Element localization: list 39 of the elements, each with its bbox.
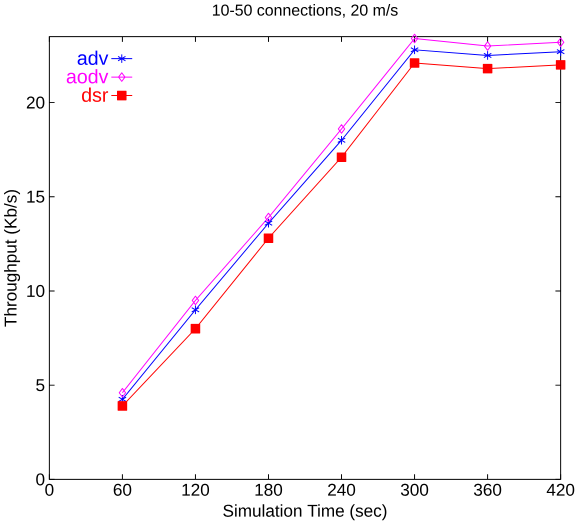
point: [118, 401, 128, 411]
chart-title: 10-50 connections, 20 m/s: [212, 4, 398, 18]
x-tick-label: 360: [474, 484, 502, 496]
point: [482, 64, 492, 74]
x-tick-label: 420: [546, 484, 574, 496]
legend-label: dsr: [82, 87, 108, 102]
y-tick-label: 5: [36, 379, 44, 392]
y-tick-label: 0: [36, 473, 44, 486]
y-tick-label: 10: [27, 284, 44, 297]
x-tick-label: 0: [45, 484, 54, 496]
y-tick-label: 15: [27, 190, 44, 203]
point: [410, 44, 419, 54]
point: [190, 324, 200, 334]
point: [410, 58, 420, 68]
y-axis-title: Throughput (Kb/s): [4, 190, 20, 326]
point: [556, 46, 565, 56]
point: [191, 304, 200, 314]
x-axis-title: Simulation Time (sec): [223, 504, 386, 520]
y-tick-label: 20: [26, 96, 44, 108]
point: [483, 50, 492, 60]
legend-label: adv: [78, 50, 108, 65]
point: [118, 388, 126, 398]
point: [338, 124, 346, 134]
point: [336, 152, 346, 162]
point: [556, 60, 566, 70]
point: [264, 212, 272, 222]
x-tick-label: 180: [256, 484, 282, 496]
point: [484, 41, 492, 51]
legend-label: aodv: [66, 68, 108, 84]
point: [192, 296, 200, 306]
point: [410, 34, 418, 44]
x-tick-label: 240: [328, 484, 356, 496]
point: [337, 135, 346, 145]
x-tick-label: 120: [182, 484, 210, 496]
x-tick-label: 60: [114, 484, 132, 496]
point: [264, 233, 274, 243]
point: [264, 218, 273, 228]
x-tick-label: 300: [400, 484, 428, 496]
point: [556, 37, 564, 47]
